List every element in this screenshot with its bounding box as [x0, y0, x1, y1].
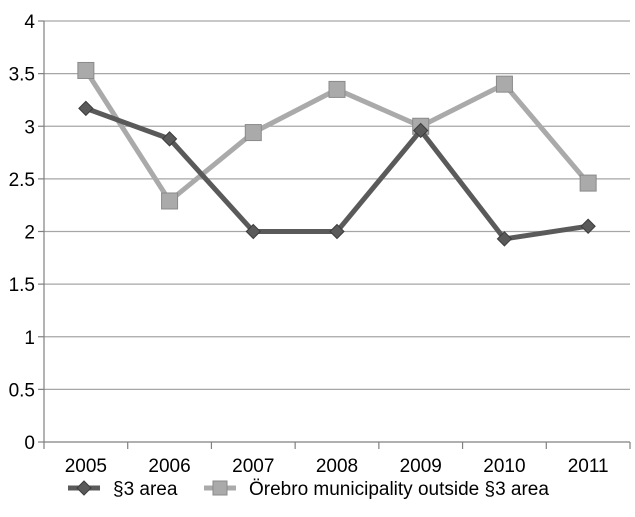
- series-layer: [77, 61, 597, 247]
- x-tick-label: 2005: [65, 456, 107, 477]
- data-point-square: [244, 124, 262, 142]
- data-point-diamond: [496, 231, 513, 247]
- y-tick-label: 2.5: [9, 170, 35, 191]
- legend-diamond-icon: [76, 480, 92, 496]
- legend-label: Örebro municipality outside §3 area: [249, 479, 549, 500]
- y-tick-label: 1.5: [9, 275, 35, 296]
- data-point-diamond: [78, 100, 94, 117]
- legend-square-icon: [212, 480, 228, 496]
- series-0: [78, 100, 596, 247]
- data-point-square: [161, 192, 179, 210]
- x-tick-label: 2011: [568, 456, 609, 477]
- data-point-diamond: [161, 131, 178, 147]
- legend-item-1: Örebro municipality outside §3 area: [204, 479, 549, 500]
- x-tick-label: 2007: [232, 456, 274, 477]
- data-point-diamond: [413, 122, 429, 139]
- y-tick-label: 2: [24, 223, 35, 244]
- data-point-square: [328, 80, 346, 98]
- data-point-square: [579, 174, 597, 192]
- y-tick-label: 0: [24, 433, 35, 454]
- axes: 0 0.5 1 1.5 2 2.5 3 3.5 4 2005 2006 2007 2008 2009 201…: [9, 12, 631, 477]
- x-tick-label: 2008: [316, 456, 358, 477]
- y-tick-label: 1: [24, 328, 35, 349]
- legend-item-0: §3 area: [68, 479, 178, 500]
- y-tick-label: 0.5: [9, 380, 35, 401]
- data-point-diamond: [580, 218, 596, 234]
- data-point-square: [77, 61, 95, 79]
- x-tick-label: 2010: [483, 456, 525, 477]
- data-point-diamond: [245, 223, 261, 240]
- data-point-square: [495, 75, 513, 93]
- series-line: [85, 106, 589, 242]
- gridlines: [44, 20, 630, 390]
- y-tick-label: 3.5: [9, 65, 35, 86]
- y-tick-label: 3: [24, 117, 35, 138]
- x-tick-label: 2009: [400, 456, 442, 477]
- x-tick-label: 2006: [148, 456, 190, 477]
- y-tick-label: 4: [24, 12, 35, 33]
- legend-label: §3 area: [113, 479, 178, 500]
- data-point-diamond: [329, 223, 345, 240]
- legend: §3 area Örebro municipality outside §3 ar…: [68, 479, 549, 500]
